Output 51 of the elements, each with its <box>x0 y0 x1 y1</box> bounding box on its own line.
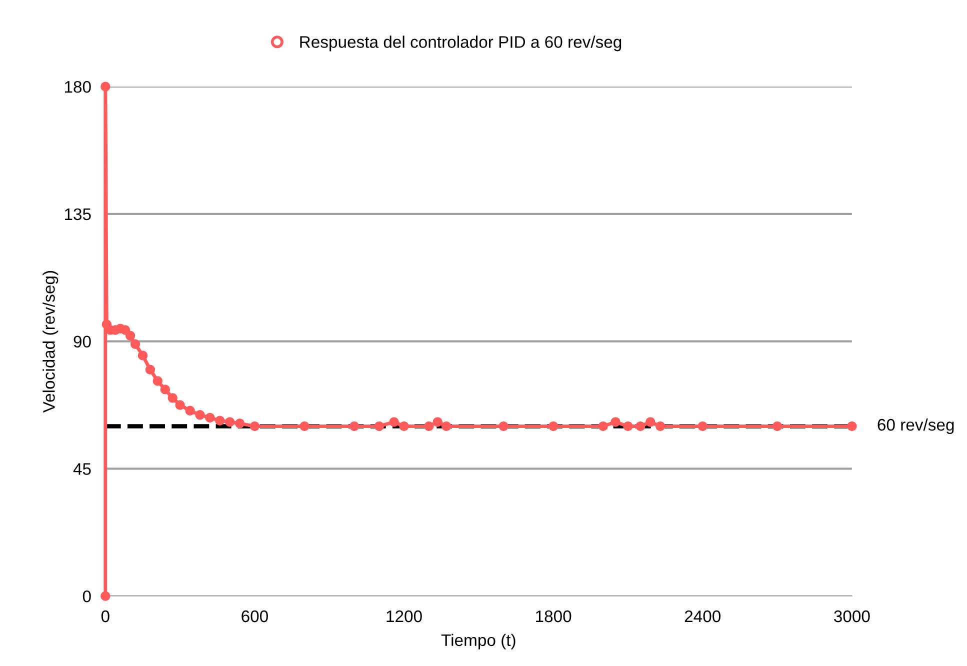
y-tick-label: 180 <box>64 80 91 93</box>
point <box>646 417 656 427</box>
point <box>175 400 185 410</box>
point <box>698 421 708 432</box>
point <box>205 412 215 423</box>
point <box>250 421 260 432</box>
point <box>185 406 195 416</box>
y-tick-label: 135 <box>64 208 91 220</box>
point <box>349 421 360 432</box>
point <box>441 421 452 432</box>
point <box>100 82 110 92</box>
point <box>432 417 442 427</box>
point <box>138 350 148 360</box>
x-axis-title: Tiempo (t) <box>441 634 516 650</box>
point <box>168 393 178 403</box>
point <box>655 421 666 432</box>
point <box>224 417 235 427</box>
point <box>215 416 225 426</box>
legend-label: Respuesta del controlador PID a 60 rev/seg <box>300 36 622 52</box>
point <box>300 421 310 432</box>
y-tick-label: 0 <box>82 590 91 602</box>
point <box>145 364 156 374</box>
x-tick-label: 0 <box>101 610 110 622</box>
point <box>399 421 409 432</box>
point <box>772 421 782 432</box>
y-tick-label: 45 <box>73 463 91 475</box>
x-tick-label: 1800 <box>536 610 572 622</box>
ref-line-label: 60 rev/seg <box>878 418 954 434</box>
point <box>610 417 620 427</box>
point <box>623 421 633 432</box>
point <box>130 339 140 350</box>
point <box>548 421 558 432</box>
point <box>636 421 646 432</box>
x-tick-label: 3000 <box>834 610 870 622</box>
point <box>374 421 384 432</box>
y-axis-title: Velocidad (rev/seg) <box>42 271 58 413</box>
point <box>598 421 608 432</box>
y-tick-label: 90 <box>74 336 91 348</box>
x-tick-label: 600 <box>242 610 268 622</box>
point <box>100 591 110 601</box>
point <box>234 418 245 428</box>
x-tick-label: 2400 <box>684 610 721 622</box>
point <box>195 410 205 420</box>
point <box>125 330 136 341</box>
point <box>152 376 163 386</box>
point <box>160 384 170 394</box>
point <box>847 421 857 432</box>
point <box>498 421 508 432</box>
x-tick-label: 1200 <box>386 610 422 622</box>
point <box>389 417 399 427</box>
point <box>424 421 434 432</box>
